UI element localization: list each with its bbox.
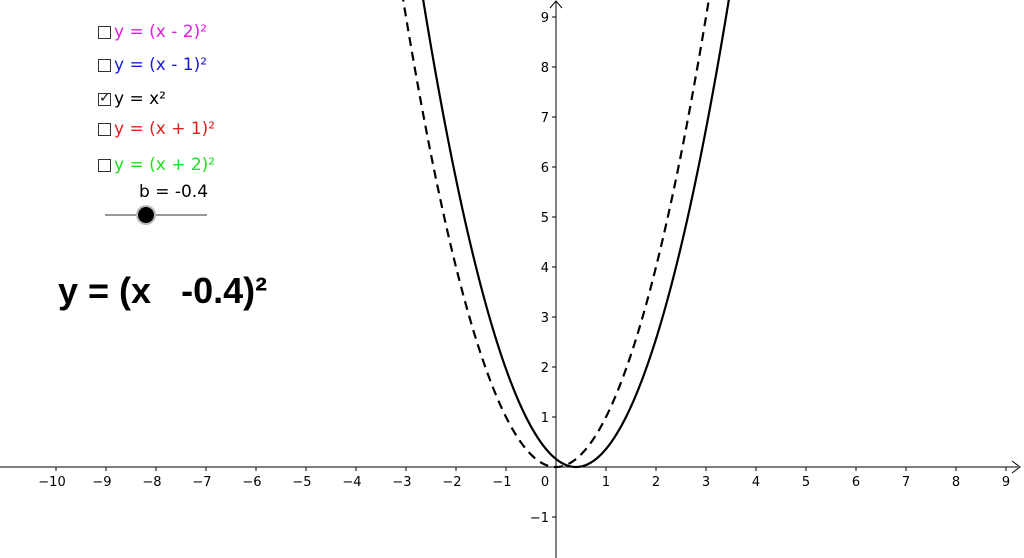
y-tick-label: 8 [541,61,549,76]
x-tick-label: 7 [902,475,910,490]
x-tick-label: −6 [242,475,261,490]
checkbox-row-x-minus-1[interactable]: y = (x - 1)² [98,54,207,76]
formula-display: y = (x -0.4)² [58,270,267,312]
x-tick-label: −8 [142,475,161,490]
x-tick-label: −9 [92,475,111,490]
x-tick-label: 9 [1002,475,1010,490]
x-tick-label: 3 [702,475,710,490]
slider-track[interactable] [105,214,207,216]
x-tick-label: −5 [292,475,311,490]
x-tick-label: −1 [492,475,511,490]
x-tick-label: −7 [192,475,211,490]
x-tick-label: −3 [392,475,411,490]
checkbox-label-x-plus-1: y = (x + 1)² [114,119,216,139]
x-axis-arrow [1011,460,1021,474]
checkbox-x-squared[interactable] [98,90,111,106]
checkbox-row-x-plus-2[interactable]: y = (x + 2)² [98,154,215,176]
checkbox-row-x-squared[interactable]: y = x² [98,88,166,110]
y-tick-label: 6 [541,161,549,176]
checkbox-x-minus-2[interactable] [98,25,111,39]
x-tick-label: −10 [38,475,65,490]
y-axis-arrow [549,0,563,9]
x-tick-label: 6 [852,475,860,490]
y-tick-label: 5 [541,211,549,226]
curve-x-squared-dashed[interactable] [402,0,710,469]
x-tick-label: 1 [602,475,610,490]
checkbox-x-minus-1[interactable] [98,58,111,72]
checkbox-label-x-squared: y = x² [114,89,166,109]
checkbox-x-plus-1[interactable] [98,122,111,136]
x-tick-label: 0 [541,475,549,490]
x-tick-label: −4 [342,475,361,490]
slider-handle[interactable] [137,207,154,223]
y-tick-label: 9 [541,11,549,26]
curve-shifted-solid[interactable] [422,0,730,469]
formula-prefix: y = (x [58,270,152,311]
slider-label: b = -0.4 [139,182,209,202]
y-tick-label: 2 [541,361,549,376]
x-tick-label: 2 [652,475,660,490]
y-tick-label: 1 [541,411,549,426]
x-tick-label: 8 [952,475,960,490]
y-tick-label: 4 [541,261,549,276]
checkbox-label-x-plus-2: y = (x + 2)² [114,155,216,175]
x-tick-label: 5 [802,475,810,490]
checkbox-row-x-plus-1[interactable]: y = (x + 1)² [98,118,215,140]
y-tick-label: 3 [541,311,549,326]
y-tick-label: −1 [530,511,549,526]
checkbox-row-x-minus-2[interactable]: y = (x - 2)² [98,21,207,43]
x-tick-label: −2 [442,475,461,490]
y-tick-label: 7 [541,111,549,126]
formula-suffix: )² [243,270,268,311]
formula-value: -0.4 [181,270,244,311]
x-tick-label: 4 [752,475,760,490]
checkbox-x-plus-2[interactable] [98,158,111,172]
checkbox-label-x-minus-1: y = (x - 1)² [114,55,208,75]
checkbox-label-x-minus-2: y = (x - 2)² [114,22,208,42]
